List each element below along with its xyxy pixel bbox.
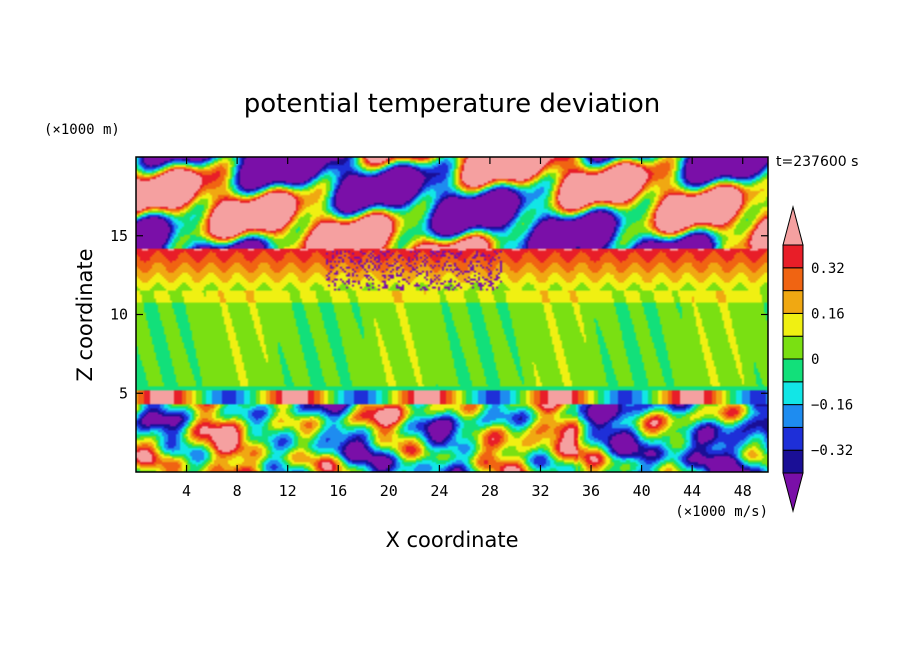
x-tick-label: 32 bbox=[531, 482, 549, 500]
x-axis-label: X coordinate bbox=[385, 528, 518, 552]
colorbar-box bbox=[782, 290, 804, 314]
colorbar-box bbox=[782, 312, 804, 337]
colorbar-label: −0.16 bbox=[811, 398, 853, 414]
x-tick-label: 40 bbox=[633, 482, 651, 500]
colorbar-label: 0.16 bbox=[811, 306, 845, 322]
colorbar: 0.32 0.16 0 −0.16 −0.32 bbox=[782, 205, 853, 513]
x-tick-label: 4 bbox=[182, 482, 191, 500]
colorbar-box bbox=[782, 404, 804, 428]
y-tick-label: 5 bbox=[119, 384, 128, 402]
y-tick-label: 15 bbox=[110, 227, 128, 245]
x-tick-label: 28 bbox=[481, 482, 499, 500]
x-tick-label: 8 bbox=[233, 482, 242, 500]
x-tick-label: 44 bbox=[683, 482, 701, 500]
colorbar-box bbox=[782, 244, 804, 269]
x-tick-label: 20 bbox=[380, 482, 398, 500]
x-tick-label: 48 bbox=[734, 482, 752, 500]
colorbar-box bbox=[782, 381, 804, 406]
x-tick-label: 12 bbox=[279, 482, 297, 500]
colorbar-label: −0.32 bbox=[811, 443, 853, 459]
y-tick-label: 10 bbox=[110, 306, 128, 324]
x-tick-label: 36 bbox=[582, 482, 600, 500]
colorbar-label: 0.32 bbox=[811, 261, 845, 277]
contour-field bbox=[136, 157, 768, 472]
y-axis-ticks: 5 10 15 bbox=[110, 227, 768, 402]
colorbar-box bbox=[782, 358, 804, 383]
colorbar-box bbox=[782, 426, 804, 451]
chart-title: potential temperature deviation bbox=[244, 89, 660, 119]
time-label: t=237600 s bbox=[776, 154, 858, 170]
colorbar-max-triangle bbox=[782, 205, 804, 246]
colorbar-box bbox=[782, 335, 804, 360]
x-unit-label: (×1000 m/s) bbox=[675, 504, 768, 520]
colorbar-label: 0 bbox=[811, 352, 819, 368]
y-unit-label: (×1000 m) bbox=[44, 122, 120, 138]
contour-image bbox=[136, 157, 768, 472]
x-axis-ticks: 4 8 12 16 20 24 28 32 36 40 44 48 bbox=[182, 157, 752, 500]
y-axis-label: Z coordinate bbox=[73, 248, 97, 381]
colorbar-min-triangle bbox=[782, 472, 804, 513]
x-tick-label: 24 bbox=[430, 482, 448, 500]
x-tick-label: 16 bbox=[329, 482, 347, 500]
colorbar-box bbox=[782, 267, 804, 292]
colorbar-box bbox=[782, 449, 804, 474]
